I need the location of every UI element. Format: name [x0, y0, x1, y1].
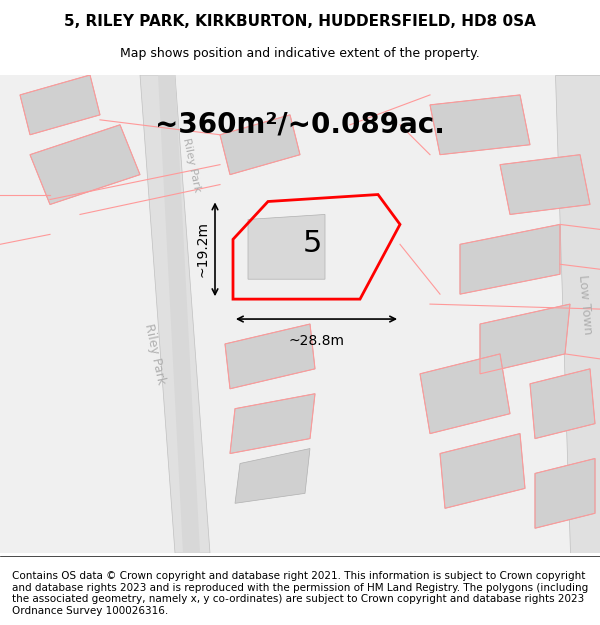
Text: Riley Park: Riley Park: [181, 137, 203, 192]
Text: ~19.2m: ~19.2m: [196, 221, 210, 278]
Text: 5: 5: [302, 229, 322, 258]
Polygon shape: [225, 324, 315, 389]
Polygon shape: [248, 214, 325, 279]
Polygon shape: [220, 115, 300, 174]
Polygon shape: [158, 75, 200, 553]
Polygon shape: [230, 394, 315, 454]
Polygon shape: [500, 154, 590, 214]
Polygon shape: [480, 304, 570, 374]
Text: ~360m²/~0.089ac.: ~360m²/~0.089ac.: [155, 111, 445, 139]
Text: ~28.8m: ~28.8m: [289, 334, 344, 348]
Polygon shape: [430, 95, 530, 154]
Polygon shape: [530, 369, 595, 439]
Text: Low Town: Low Town: [576, 274, 594, 334]
Polygon shape: [140, 75, 210, 553]
Polygon shape: [420, 354, 510, 434]
Text: Riley Park: Riley Park: [142, 322, 168, 386]
Polygon shape: [460, 224, 560, 294]
Polygon shape: [20, 75, 100, 135]
Polygon shape: [30, 125, 140, 204]
Polygon shape: [535, 459, 595, 528]
Text: 5, RILEY PARK, KIRKBURTON, HUDDERSFIELD, HD8 0SA: 5, RILEY PARK, KIRKBURTON, HUDDERSFIELD,…: [64, 14, 536, 29]
Text: Contains OS data © Crown copyright and database right 2021. This information is : Contains OS data © Crown copyright and d…: [12, 571, 588, 616]
Polygon shape: [235, 449, 310, 503]
Polygon shape: [555, 75, 600, 553]
Polygon shape: [440, 434, 525, 508]
Text: Map shows position and indicative extent of the property.: Map shows position and indicative extent…: [120, 48, 480, 61]
